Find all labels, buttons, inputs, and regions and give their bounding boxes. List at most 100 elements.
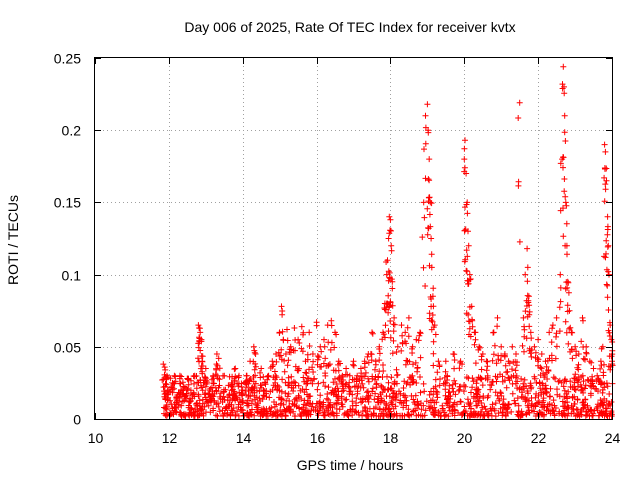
data-point: [243, 372, 250, 379]
data-point: [388, 398, 395, 404]
data-point: [279, 396, 285, 403]
data-point: [595, 388, 601, 395]
data-point: [481, 403, 488, 410]
data-point: [349, 412, 356, 419]
data-point: [335, 367, 342, 374]
data-point: [483, 367, 490, 374]
data-point: [409, 372, 416, 379]
data-point: [531, 375, 538, 382]
data-point: [278, 303, 285, 310]
data-point: [427, 397, 434, 404]
data-point: [387, 227, 393, 234]
data-point: [405, 314, 412, 321]
data-point: [258, 365, 265, 372]
y-tick-label: 0.25: [54, 51, 81, 67]
data-point: [606, 391, 613, 397]
data-point: [297, 412, 304, 419]
data-point: [471, 329, 478, 336]
data-point: [528, 353, 535, 360]
y-tick-label: 0.05: [54, 340, 81, 356]
data-point: [163, 406, 170, 413]
data-point: [238, 390, 245, 396]
data-point: [185, 411, 192, 418]
data-point: [562, 138, 569, 144]
data-point: [468, 303, 475, 310]
data-point: [524, 264, 531, 271]
data-point: [322, 383, 329, 390]
data-point: [428, 235, 435, 242]
data-point: [521, 348, 527, 355]
data-point: [301, 389, 308, 396]
data-point: [444, 372, 451, 379]
data-point: [467, 412, 474, 419]
data-point: [505, 374, 512, 381]
data-point: [402, 338, 408, 345]
data-point: [434, 369, 441, 376]
data-point: [335, 388, 342, 395]
data-point: [562, 285, 569, 292]
data-point: [577, 408, 584, 415]
data-point: [572, 387, 579, 393]
data-point: [284, 362, 291, 369]
data-point: [421, 146, 427, 153]
data-point: [420, 380, 427, 387]
data-point: [168, 384, 175, 391]
data-point: [509, 390, 516, 397]
data-point: [282, 379, 289, 386]
data-point: [598, 379, 604, 386]
data-point: [221, 410, 228, 417]
data-point: [294, 398, 300, 404]
data-point: [340, 377, 347, 383]
data-point: [426, 211, 433, 218]
data-point: [178, 373, 185, 380]
data-point: [176, 372, 183, 379]
data-point: [526, 302, 533, 309]
data-point: [216, 408, 223, 415]
data-point: [604, 294, 611, 301]
data-point: [521, 376, 528, 383]
data-point: [298, 345, 305, 352]
data-point: [450, 388, 457, 395]
x-tick-label: 20: [457, 430, 473, 446]
data-point: [596, 409, 603, 416]
data-point: [368, 357, 375, 364]
data-point: [269, 412, 276, 419]
data-point: [330, 379, 337, 386]
data-point: [325, 384, 332, 391]
data-point: [521, 323, 528, 330]
data-point: [278, 396, 285, 403]
data-point: [601, 198, 608, 205]
data-point: [292, 382, 299, 389]
data-point: [417, 354, 424, 361]
data-point: [377, 391, 384, 398]
data-point: [449, 408, 456, 415]
data-point: [560, 63, 567, 70]
data-point: [604, 231, 611, 238]
data-point: [427, 199, 434, 206]
data-point: [437, 413, 444, 420]
data-point: [608, 408, 615, 415]
data-point: [579, 399, 586, 406]
data-point: [510, 372, 517, 379]
data-point: [173, 399, 180, 406]
data-point: [300, 374, 307, 381]
data-point: [462, 204, 468, 211]
data-point: [535, 392, 542, 399]
data-point: [346, 379, 353, 386]
data-point: [210, 405, 217, 412]
data-point: [201, 403, 208, 410]
data-point: [311, 375, 318, 382]
data-point: [333, 381, 340, 387]
data-point: [346, 372, 353, 379]
data-point: [213, 366, 220, 373]
data-point: [460, 388, 467, 395]
data-point: [231, 366, 238, 373]
data-point: [605, 307, 612, 313]
data-point: [365, 395, 372, 402]
data-point: [353, 395, 360, 402]
data-point: [179, 387, 186, 394]
data-point: [524, 245, 531, 252]
data-point: [306, 366, 312, 373]
data-point: [350, 362, 357, 369]
